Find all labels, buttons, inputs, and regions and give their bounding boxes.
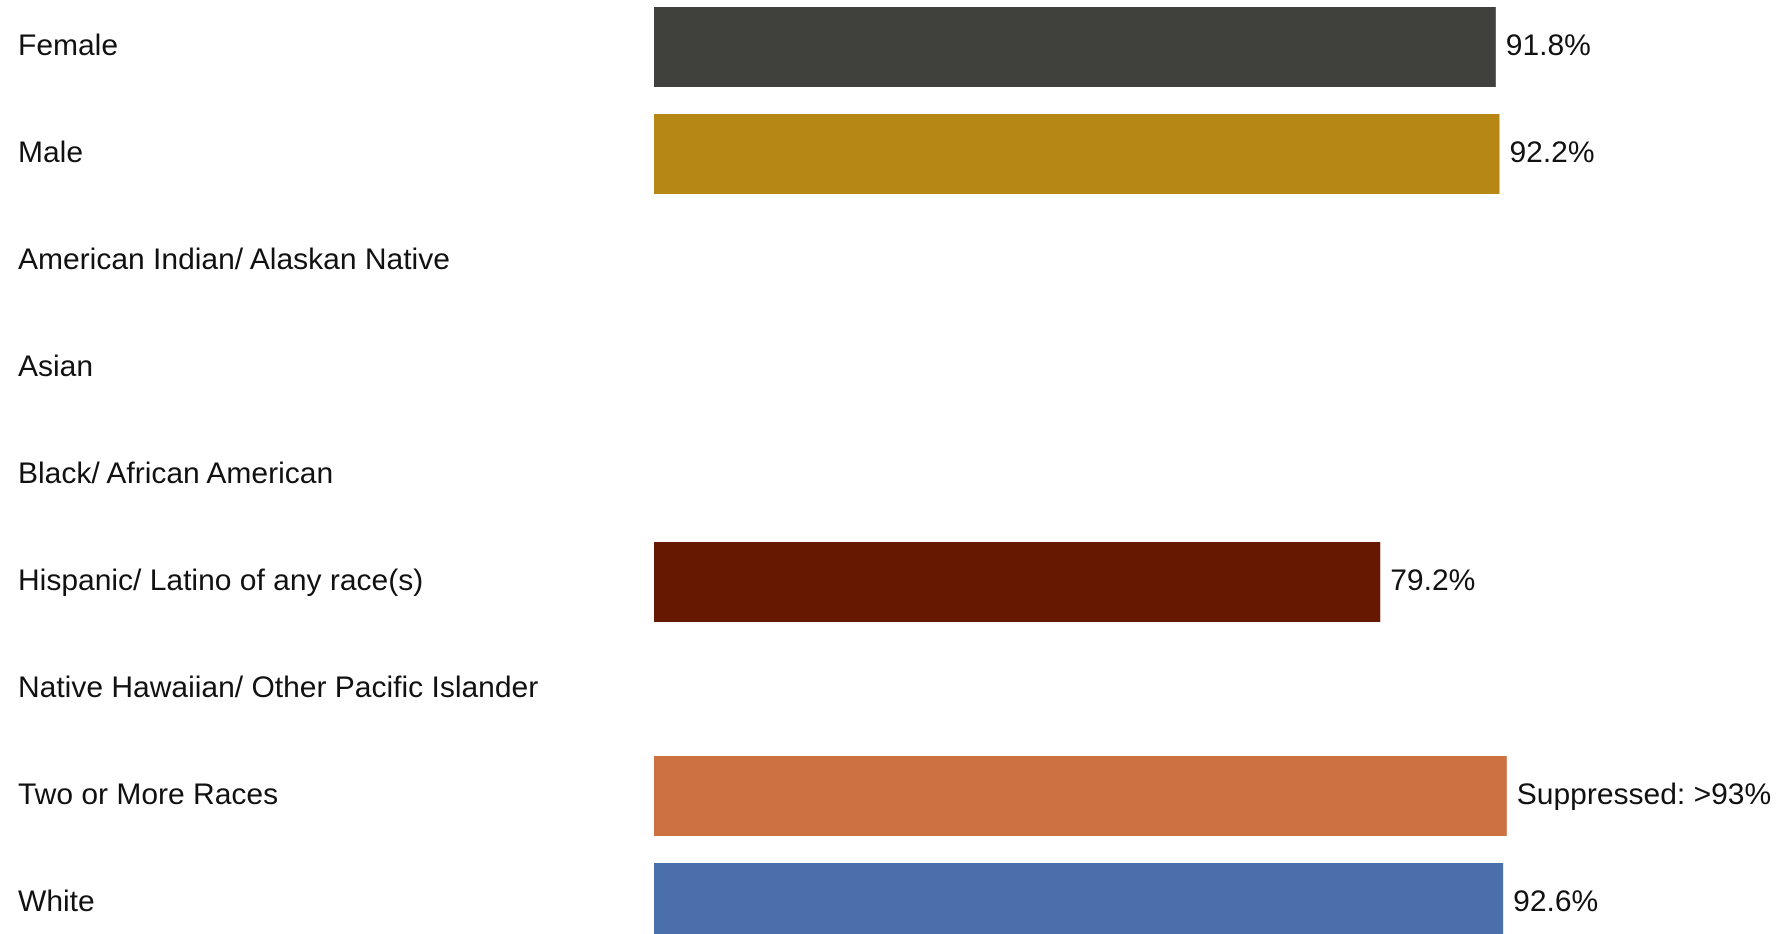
category-label: White: [18, 885, 95, 918]
bar: [654, 542, 1381, 622]
bar: [654, 863, 1504, 934]
data-label: 79.2%: [1390, 564, 1475, 597]
bars: [654, 7, 1507, 934]
category-label: Asian: [18, 350, 93, 383]
data-label: 92.6%: [1513, 885, 1598, 918]
bar: [654, 756, 1507, 836]
category-labels: Female Male American Indian/ Alaskan Nativ…: [18, 29, 538, 918]
data-label: 91.8%: [1506, 29, 1591, 62]
category-label: Native Hawaiian/ Other Pacific Islander: [18, 671, 538, 704]
bar: [654, 114, 1500, 194]
category-label: Two or More Races: [18, 778, 278, 811]
data-label: Suppressed: >93%: [1517, 778, 1771, 811]
category-label: Hispanic/ Latino of any race(s): [18, 564, 423, 597]
category-label: Black/ African American: [18, 457, 333, 490]
category-label: American Indian/ Alaskan Native: [18, 243, 450, 276]
bar: [654, 7, 1496, 87]
data-label: 92.2%: [1509, 136, 1594, 169]
category-label: Female: [18, 29, 118, 62]
value-labels: 91.8% 92.2% 79.2% Suppressed: >93% 92.6%: [1390, 29, 1771, 918]
category-label: Male: [18, 136, 83, 169]
